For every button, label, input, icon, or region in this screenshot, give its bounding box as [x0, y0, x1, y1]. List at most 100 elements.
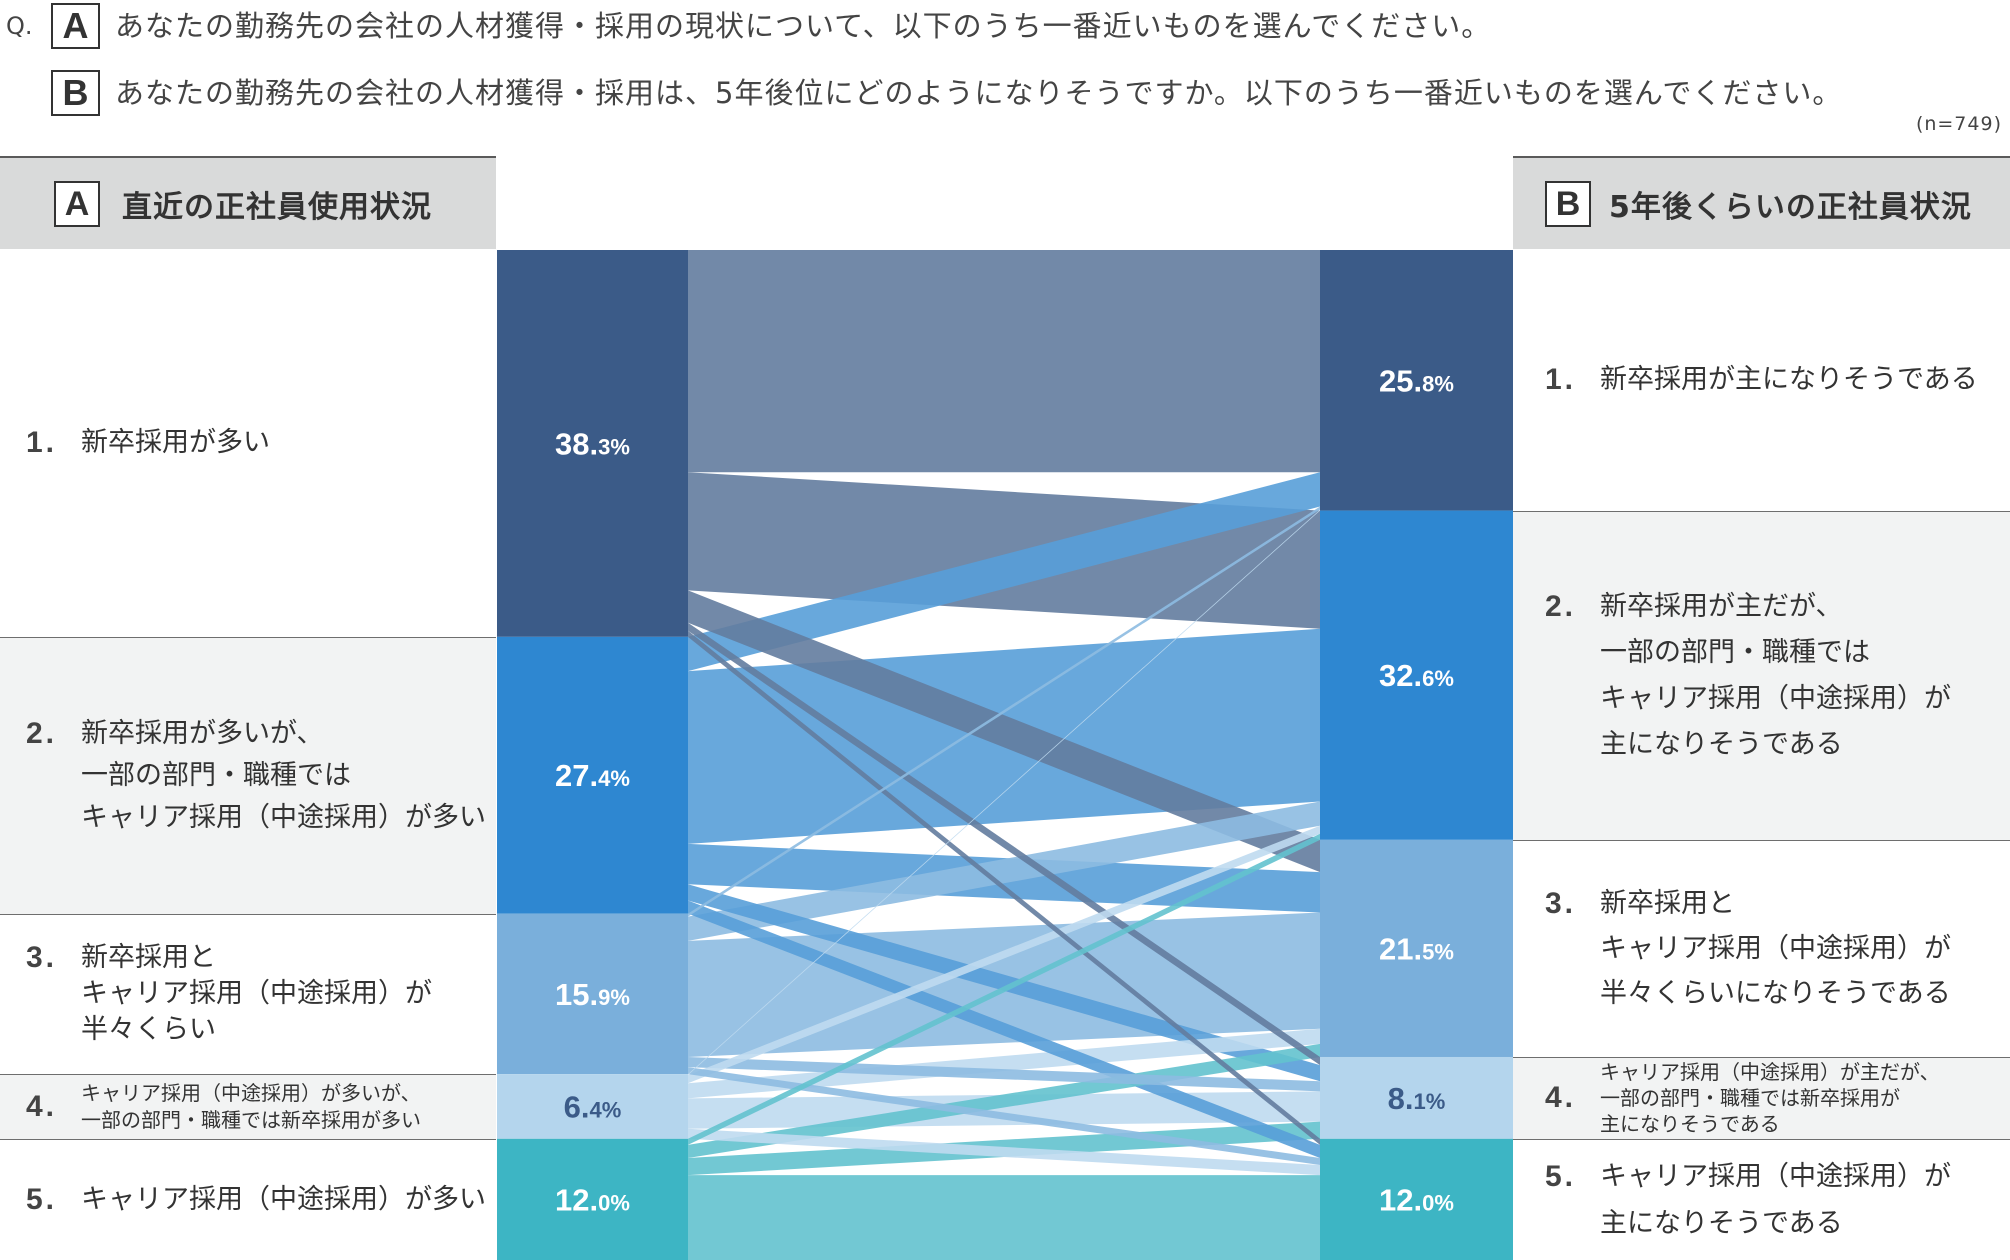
left-header-title: 直近の正社員使用状況: [122, 189, 432, 225]
value-label-a-5: 12.0%: [555, 1182, 630, 1217]
left-row-5: 5. キャリア採用（中途採用）が多い: [0, 1138, 496, 1260]
flow-band-a5-to-b2: [688, 833, 1320, 1145]
value-label-a-3: 15.9%: [555, 977, 630, 1012]
left-option-number: 4.: [26, 1090, 58, 1124]
right-option-text: キャリア採用（中途採用）が主だが、 一部の部門・職種では新卒採用が 主になりそう…: [1600, 1059, 1940, 1137]
left-option-number: 3.: [26, 941, 58, 975]
left-option-number: 5.: [26, 1182, 58, 1216]
left-row-1: 1. 新卒採用が多い: [0, 250, 496, 637]
right-option-line: キャリア採用（中途採用）が: [1600, 682, 1951, 714]
right-option-1: 1. 新卒採用が主になりそうである: [1545, 360, 1978, 400]
bar-b-segment-2: [1320, 510, 1513, 840]
right-option-3: 3. 新卒採用と キャリア採用（中途採用）が 半々くらいになりそうである: [1545, 881, 1951, 1016]
value-label-b-5: 12.0%: [1379, 1182, 1454, 1217]
left-option-line: 一部の部門・職種では新卒採用が多い: [81, 1107, 421, 1132]
left-option-line: 新卒採用が多い: [81, 427, 270, 459]
flow-band-a3-to-b5: [688, 1067, 1320, 1166]
question-b-text: あなたの勤務先の会社の人材獲得・採用は、5年後位にどのようになりそうですか。以下…: [115, 76, 1843, 110]
right-option-line: 新卒採用が主だが、: [1600, 590, 1843, 622]
left-option-4: 4. キャリア採用（中途採用）が多いが、 一部の部門・職種では新卒採用が多い: [26, 1080, 421, 1134]
left-header-badge: A: [54, 180, 100, 227]
left-option-line: キャリア採用（中途採用）が多いが、: [81, 1080, 421, 1105]
right-row-4: 4. キャリア採用（中途採用）が主だが、 一部の部門・職種では新卒採用が 主にな…: [1513, 1056, 2010, 1139]
right-option-line: 主になりそうである: [1600, 728, 1843, 760]
right-option-number: 5.: [1545, 1159, 1577, 1193]
left-option-number: 2.: [26, 716, 58, 750]
value-label-major: 12.: [1379, 1182, 1422, 1217]
bar-b-segment-3: [1320, 839, 1513, 1057]
flow-band-a1-to-b1: [688, 250, 1320, 473]
right-option-line: 新卒採用と: [1600, 888, 1735, 920]
sample-size: (n=749): [1915, 113, 2002, 135]
flow-band-a1-to-b2: [688, 472, 1320, 629]
left-option-1: 1. 新卒採用が多い: [26, 423, 270, 463]
flow-band-a4-to-b2: [688, 825, 1320, 1084]
right-row-5: 5. キャリア採用（中途採用）が 主になりそうである: [1513, 1138, 2010, 1260]
right-option-number: 2.: [1545, 589, 1577, 623]
left-option-text: 新卒採用が多い: [81, 423, 270, 463]
value-label-minor: 3%: [598, 434, 630, 459]
left-row-3: 3. 新卒採用と キャリア採用（中途採用）が 半々くらい: [0, 913, 496, 1075]
flow-band-a5-to-b5: [688, 1175, 1320, 1260]
value-label-b-3: 21.5%: [1379, 931, 1454, 966]
left-option-text: 新卒採用が多いが、 一部の部門・職種では キャリア採用（中途採用）が多い: [81, 713, 486, 839]
value-label-major: 38.: [555, 426, 598, 461]
value-label-minor: 8%: [1422, 371, 1454, 396]
value-label-major: 32.: [1379, 658, 1422, 693]
value-label-major: 25.: [1379, 363, 1422, 398]
right-header-title: 5年後くらいの正社員状況: [1609, 189, 1972, 225]
value-label-a-4: 6.4%: [564, 1089, 622, 1124]
right-option-line: キャリア採用（中途採用）が: [1600, 1160, 1951, 1192]
bar-a-segment-2: [497, 636, 688, 914]
left-column-header: A 直近の正社員使用状況: [0, 156, 496, 249]
left-option-5: 5. キャリア採用（中途採用）が多い: [26, 1180, 486, 1220]
left-option-line: キャリア採用（中途採用）が多い: [81, 1183, 486, 1215]
flow-band-a4-to-b3: [688, 1028, 1320, 1099]
left-row-2: 2. 新卒採用が多いが、 一部の部門・職種では キャリア採用（中途採用）が多い: [0, 636, 496, 914]
value-label-minor: 1%: [1414, 1089, 1446, 1114]
value-label-major: 21.: [1379, 931, 1422, 966]
flow-band-a1-to-b3: [688, 590, 1320, 873]
flow-chart: 38.3%27.4%15.9%6.4%12.0%25.8%32.6%21.5%8…: [497, 250, 1513, 1260]
flow-band-a3-to-b1: [688, 506, 1320, 917]
value-label-minor: 0%: [1422, 1190, 1454, 1215]
value-label-b-1: 25.8%: [1379, 363, 1454, 398]
left-option-2: 2. 新卒採用が多いが、 一部の部門・職種では キャリア採用（中途採用）が多い: [26, 713, 486, 839]
value-label-major: 12.: [555, 1182, 598, 1217]
bar-a-segment-4: [497, 1074, 688, 1139]
right-option-5: 5. キャリア採用（中途採用）が 主になりそうである: [1545, 1153, 1951, 1247]
flow-band-a2-to-b1: [688, 472, 1320, 672]
value-label-minor: 6%: [1422, 666, 1454, 691]
right-row-2: 2. 新卒採用が主だが、 一部の部門・職種では キャリア採用（中途採用）が 主に…: [1513, 510, 2010, 840]
right-header-badge: B: [1545, 180, 1591, 227]
value-label-b-2: 32.6%: [1379, 658, 1454, 693]
right-option-line: キャリア採用（中途採用）が: [1600, 933, 1951, 965]
right-option-4: 4. キャリア採用（中途採用）が主だが、 一部の部門・職種では新卒採用が 主にな…: [1545, 1059, 1940, 1137]
flow-band-a1-to-b4: [688, 622, 1320, 1066]
value-label-major: 27.: [555, 758, 598, 793]
value-label-a-2: 27.4%: [555, 758, 630, 793]
value-label-major: 8.: [1388, 1081, 1414, 1116]
flow-band-a4-to-b1: [688, 509, 1320, 1076]
right-option-line: 主になりそうである: [1600, 1207, 1843, 1239]
right-row-3: 3. 新卒採用と キャリア採用（中途採用）が 半々くらいになりそうである: [1513, 839, 2010, 1057]
flow-bands: [688, 250, 1320, 1260]
right-option-number: 1.: [1545, 363, 1577, 397]
question-prefix: Q.: [6, 12, 33, 40]
left-option-3: 3. 新卒採用と キャリア採用（中途採用）が 半々くらい: [26, 940, 432, 1048]
left-option-line: 一部の部門・職種では: [81, 759, 351, 791]
left-option-line: 半々くらい: [81, 1014, 216, 1046]
stacked-bar-b: 25.8% 32.6% 21.5% 8.1% 12.0%: [1320, 250, 1513, 1260]
left-option-line: 新卒採用が多いが、: [81, 717, 324, 749]
value-label-minor: 5%: [1422, 939, 1454, 964]
right-option-line: 一部の部門・職種では新卒採用が: [1600, 1086, 1900, 1111]
right-option-text: 新卒採用が主になりそうである: [1600, 360, 1978, 400]
left-option-line: 新卒採用と: [81, 942, 216, 974]
value-label-major: 6.: [564, 1089, 590, 1124]
right-option-number: 3.: [1545, 887, 1577, 921]
right-option-text: 新卒採用が主だが、 一部の部門・職種では キャリア採用（中途採用）が 主になりそ…: [1600, 584, 1951, 768]
right-option-2: 2. 新卒採用が主だが、 一部の部門・職種では キャリア採用（中途採用）が 主に…: [1545, 584, 1951, 768]
left-option-line: キャリア採用（中途採用）が: [81, 978, 432, 1010]
question-a-badge: A: [51, 3, 100, 49]
